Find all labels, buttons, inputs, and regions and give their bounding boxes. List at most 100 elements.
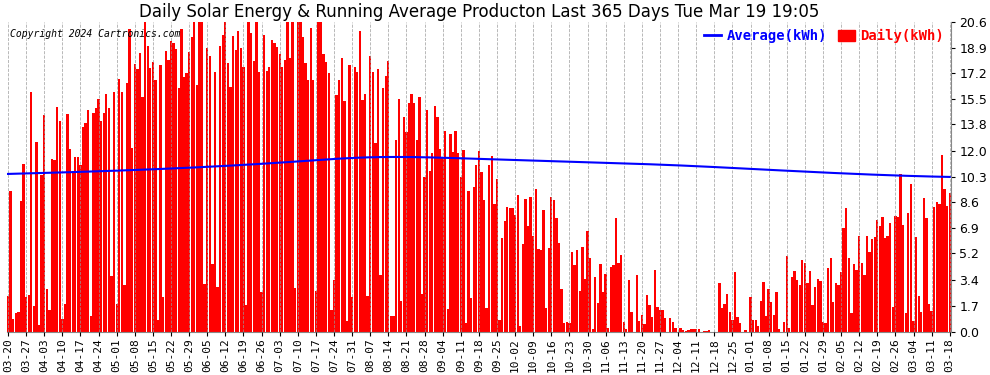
Bar — [50, 159, 53, 332]
Bar — [605, 274, 607, 332]
Bar — [12, 319, 15, 332]
Bar — [302, 38, 304, 332]
Bar — [623, 322, 625, 332]
Bar — [457, 153, 459, 332]
Bar — [53, 160, 55, 332]
Bar — [286, 22, 289, 332]
Bar — [446, 309, 449, 332]
Bar — [137, 69, 139, 332]
Bar — [628, 279, 630, 332]
Bar — [656, 307, 658, 332]
Bar — [687, 330, 690, 332]
Bar — [943, 189, 945, 332]
Bar — [44, 116, 46, 332]
Bar — [770, 302, 772, 332]
Bar — [413, 103, 416, 332]
Bar — [544, 308, 547, 332]
Bar — [825, 322, 827, 332]
Bar — [454, 131, 456, 332]
Bar — [310, 28, 312, 332]
Bar — [7, 296, 9, 332]
Bar — [175, 49, 177, 332]
Bar — [509, 208, 511, 332]
Bar — [850, 313, 852, 332]
Bar — [552, 200, 555, 332]
Bar — [131, 148, 134, 332]
Bar — [651, 317, 653, 332]
Bar — [252, 61, 255, 332]
Bar — [403, 117, 405, 332]
Bar — [560, 289, 563, 332]
Bar — [289, 58, 291, 332]
Bar — [920, 312, 923, 332]
Bar — [23, 164, 25, 332]
Bar — [855, 270, 857, 332]
Bar — [918, 296, 920, 332]
Bar — [129, 28, 131, 332]
Bar — [830, 258, 832, 332]
Bar — [840, 272, 842, 332]
Bar — [470, 298, 472, 332]
Bar — [103, 113, 105, 332]
Bar — [931, 311, 933, 332]
Bar — [390, 316, 392, 332]
Bar — [366, 296, 369, 332]
Bar — [255, 22, 257, 332]
Bar — [607, 327, 610, 332]
Title: Daily Solar Energy & Running Average Producton Last 365 Days Tue Mar 19 19:05: Daily Solar Energy & Running Average Pro… — [139, 3, 819, 21]
Bar — [400, 301, 402, 332]
Bar — [408, 103, 410, 332]
Bar — [291, 22, 294, 332]
Bar — [429, 171, 431, 332]
Bar — [571, 252, 573, 332]
Bar — [698, 329, 700, 332]
Bar — [66, 114, 68, 332]
Bar — [387, 62, 389, 332]
Bar — [530, 197, 532, 332]
Bar — [46, 289, 48, 332]
Bar — [525, 199, 527, 332]
Bar — [910, 184, 912, 332]
Bar — [618, 263, 620, 332]
Bar — [41, 175, 43, 332]
Bar — [838, 285, 840, 332]
Bar — [496, 178, 498, 332]
Bar — [565, 322, 568, 332]
Bar — [586, 231, 589, 332]
Bar — [488, 165, 490, 332]
Bar — [485, 308, 488, 332]
Bar — [480, 172, 482, 332]
Bar — [703, 331, 705, 332]
Bar — [809, 271, 811, 332]
Bar — [563, 323, 565, 332]
Bar — [304, 63, 307, 332]
Bar — [674, 328, 676, 332]
Bar — [538, 249, 540, 332]
Bar — [71, 171, 74, 332]
Bar — [462, 150, 464, 332]
Bar — [281, 67, 283, 332]
Bar — [82, 128, 84, 332]
Bar — [185, 73, 188, 332]
Bar — [238, 31, 240, 332]
Bar — [116, 304, 118, 332]
Bar — [467, 191, 469, 332]
Bar — [842, 228, 844, 332]
Bar — [201, 22, 203, 332]
Bar — [682, 330, 684, 332]
Bar — [812, 305, 814, 332]
Bar — [421, 294, 423, 332]
Bar — [198, 22, 201, 332]
Bar — [512, 208, 514, 332]
Bar — [17, 312, 20, 332]
Bar — [405, 132, 408, 332]
Bar — [257, 72, 260, 332]
Bar — [664, 318, 666, 332]
Bar — [224, 22, 227, 332]
Bar — [361, 100, 363, 332]
Bar — [235, 50, 237, 332]
Bar — [672, 322, 674, 332]
Bar — [320, 22, 322, 332]
Bar — [724, 304, 726, 332]
Bar — [535, 189, 537, 332]
